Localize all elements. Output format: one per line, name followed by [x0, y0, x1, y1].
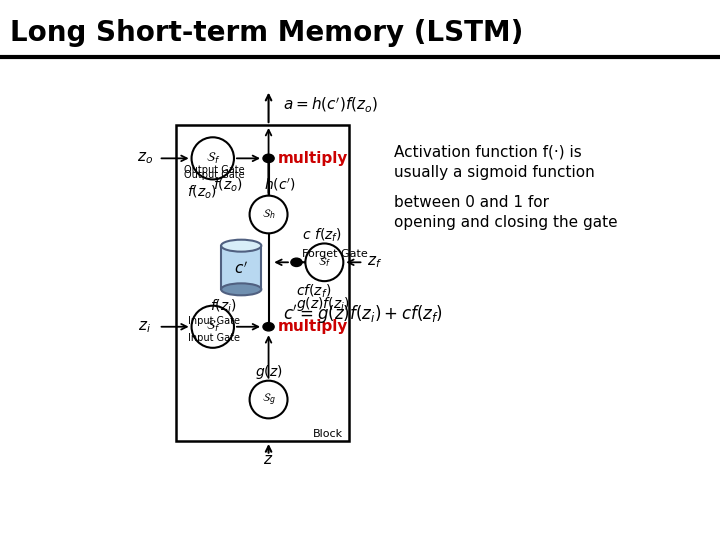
Ellipse shape — [305, 244, 343, 281]
Circle shape — [291, 258, 302, 266]
Text: $f(z_i)$: $f(z_i)$ — [210, 298, 238, 315]
Ellipse shape — [221, 284, 261, 295]
Text: $\mathcal{S}_h$: $\mathcal{S}_h$ — [262, 207, 275, 221]
Text: Block: Block — [313, 429, 343, 438]
Text: $\mathcal{S}_f$: $\mathcal{S}_f$ — [318, 255, 330, 269]
Text: $f(z_o)$: $f(z_o)$ — [186, 183, 217, 201]
Bar — [176, 125, 349, 441]
Text: Output Gate: Output Gate — [184, 170, 244, 180]
Text: $cf(z_f)$: $cf(z_f)$ — [297, 283, 332, 300]
Text: $z_f$: $z_f$ — [367, 254, 382, 270]
Text: $z$: $z$ — [264, 453, 274, 467]
Text: multiply: multiply — [277, 151, 348, 166]
Text: $\mathcal{S}_f$: $\mathcal{S}_f$ — [206, 319, 220, 334]
Text: Output Gate: Output Gate — [184, 165, 244, 174]
Ellipse shape — [192, 306, 234, 348]
Text: Input Gate: Input Gate — [188, 316, 240, 326]
Text: $z_i$: $z_i$ — [138, 319, 151, 335]
Text: $c \ f(z_f)$: $c \ f(z_f)$ — [302, 227, 342, 244]
Text: $c'$: $c'$ — [234, 260, 248, 277]
Text: multiply: multiply — [277, 319, 348, 334]
Text: opening and closing the gate: opening and closing the gate — [394, 215, 618, 230]
Ellipse shape — [250, 195, 287, 233]
Ellipse shape — [221, 240, 261, 252]
Bar — [221, 246, 261, 289]
Text: Forget Gate: Forget Gate — [302, 249, 368, 259]
Text: $g(z)$: $g(z)$ — [255, 363, 282, 381]
Text: Long Short-term Memory (LSTM): Long Short-term Memory (LSTM) — [10, 19, 523, 47]
Text: $h(c')$: $h(c')$ — [264, 177, 296, 193]
Ellipse shape — [250, 381, 287, 418]
Ellipse shape — [192, 137, 234, 179]
Circle shape — [263, 154, 274, 163]
Text: $\mathcal{S}_g$: $\mathcal{S}_g$ — [261, 392, 276, 408]
Text: $z_o$: $z_o$ — [137, 151, 153, 166]
Text: usually a sigmoid function: usually a sigmoid function — [394, 165, 595, 180]
Text: $f(z_o)$: $f(z_o)$ — [213, 177, 243, 194]
Circle shape — [263, 322, 274, 331]
Text: $g(z)f(z_i)$: $g(z)f(z_i)$ — [297, 295, 350, 313]
Text: $\mathcal{S}_f$: $\mathcal{S}_f$ — [206, 151, 220, 166]
Text: between 0 and 1 for: between 0 and 1 for — [394, 194, 549, 210]
Text: Activation function f(·) is: Activation function f(·) is — [394, 145, 582, 160]
Text: Input Gate: Input Gate — [188, 333, 240, 343]
Text: $c' = g(z)f(z_i) + cf(z_f)$: $c' = g(z)f(z_i) + cf(z_f)$ — [284, 303, 444, 326]
Text: $a = h(c')f(z_o)$: $a = h(c')f(z_o)$ — [282, 95, 377, 114]
